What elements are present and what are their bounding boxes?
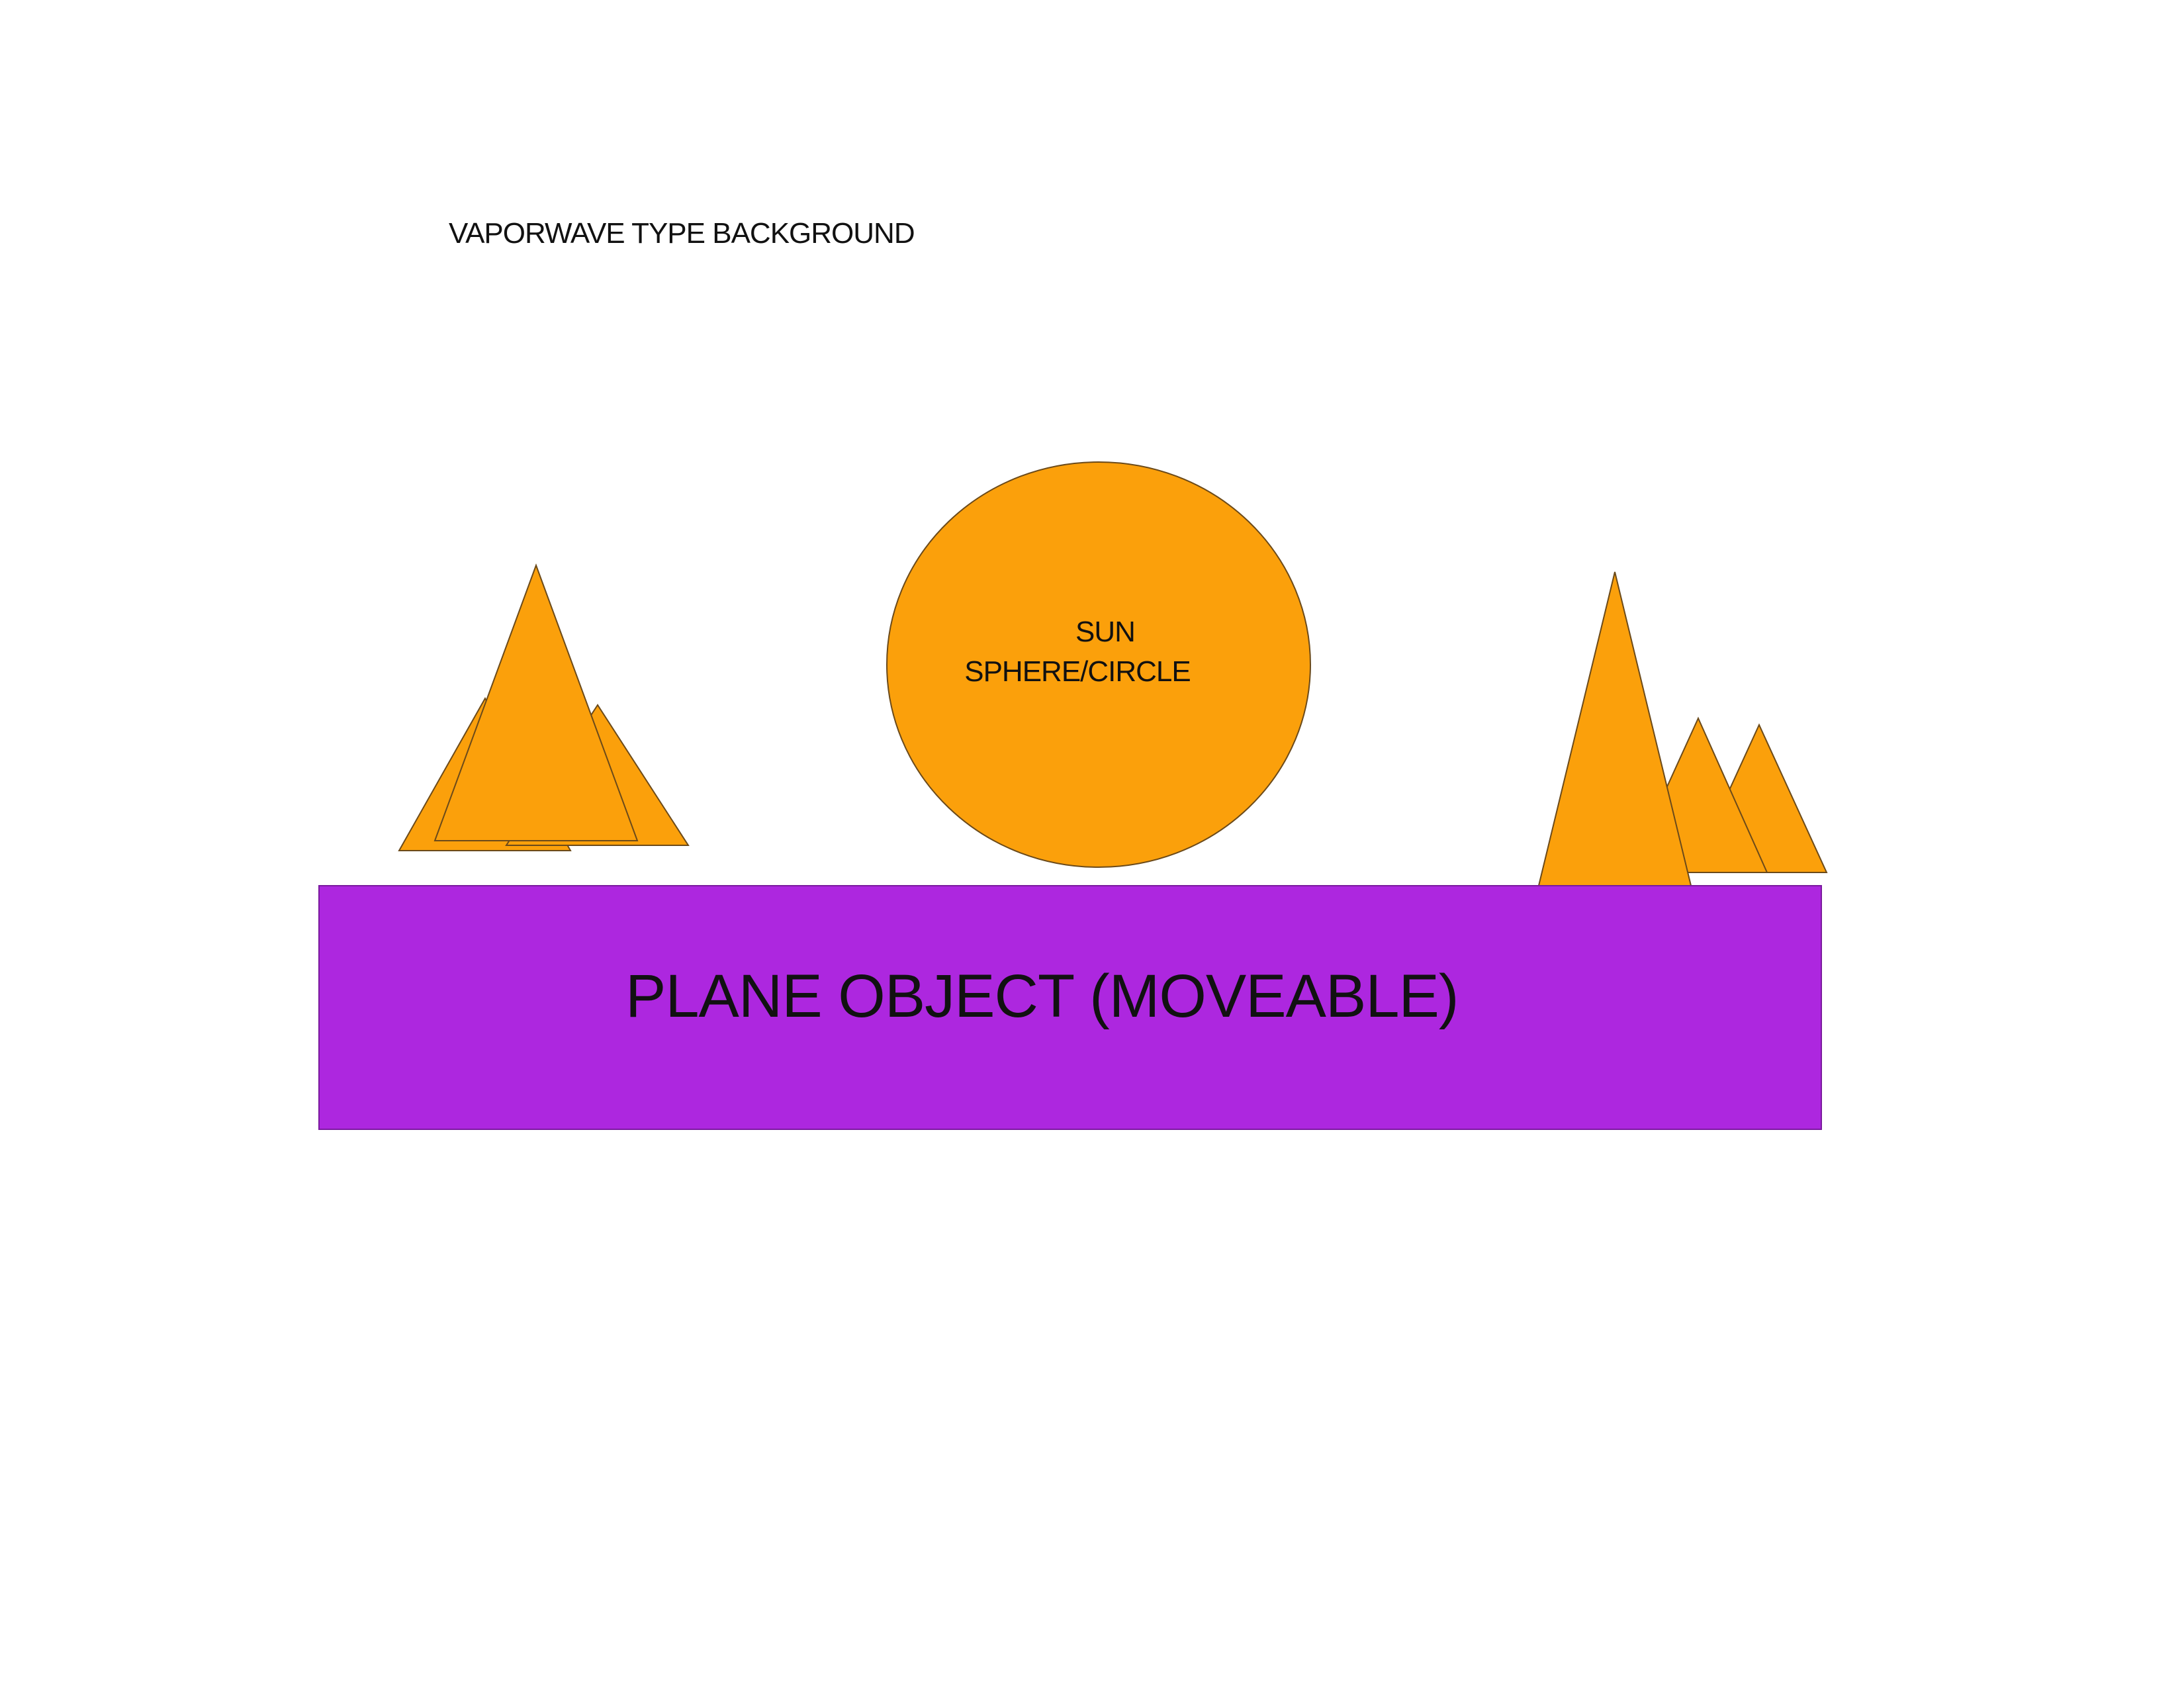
diagram-title: VAPORWAVE TYPE BACKGROUND <box>449 217 915 250</box>
sun-circle <box>886 461 1311 868</box>
right-mountain-front <box>1536 571 1694 892</box>
sun-label: SUN <box>1075 616 1136 648</box>
plane-label: PLANE OBJECT (MOVEABLE) <box>625 962 1459 1030</box>
left-mountain-front <box>433 563 639 841</box>
plane-object[interactable] <box>318 885 1822 1130</box>
sun-sublabel: SPHERE/CIRCLE <box>964 655 1191 688</box>
